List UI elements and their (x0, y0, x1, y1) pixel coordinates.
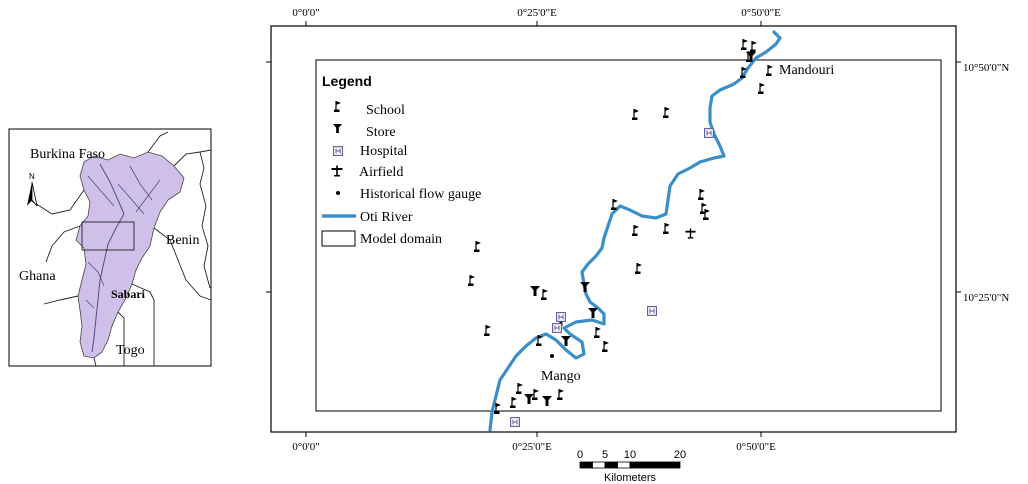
top-tick-label: 0°0'0" (292, 7, 319, 19)
legend: Legend School Store Hospital Airfield Hi… (321, 73, 481, 247)
north-arrow-label: N (29, 172, 35, 181)
hospital-icon (510, 417, 520, 427)
legend-label-hospital: Hospital (360, 144, 408, 159)
inset-border-line (43, 295, 79, 305)
inset-basin (75, 151, 185, 359)
inset-border-line (153, 227, 212, 301)
inset-border-line (117, 311, 125, 366)
scale-tick-label: 0 (577, 449, 583, 461)
legend-label-river: Oti River (360, 210, 413, 225)
scale-tick-label: 5 (602, 449, 608, 461)
legend-label-school: School (366, 103, 405, 118)
scale-tick-label: 10 (624, 449, 636, 461)
legend-domain-swatch (321, 230, 356, 247)
right-tick-label: 10°50'0"N (963, 62, 1009, 74)
legend-label-store: Store (366, 125, 396, 140)
inset-border-line (29, 189, 85, 215)
inset-label-benin: Benin (166, 233, 199, 248)
legend-label-gauge: Historical flow gauge (360, 187, 481, 202)
scale-bar: 0 5 10 20 Kilometers (577, 449, 686, 484)
bottom-tick-label: 0°25'0"E (512, 441, 552, 453)
top-tick-label: 0°25'0"E (517, 7, 557, 19)
main-map: 0°0'0" 0°25'0"E 0°50'0"E 0°0'0" 0°25'0"E… (266, 7, 1009, 453)
inset-border-line (93, 357, 97, 367)
inset-stream (87, 175, 115, 207)
inset-stream (85, 299, 95, 309)
inset-border-line (147, 131, 169, 153)
hospital-icon (647, 306, 657, 316)
inset-stream (129, 165, 153, 201)
graticule-ticks (266, 21, 961, 437)
scale-segment (592, 461, 606, 469)
legend-label-airfield: Airfield (359, 165, 403, 180)
model-domain-box (315, 59, 942, 412)
place-label-mandouri: Mandouri (779, 63, 834, 78)
inset-border-line (199, 151, 211, 289)
right-tick-label: 10°25'0"N (963, 292, 1009, 304)
scale-segment (629, 461, 681, 469)
north-arrow-icon: N (27, 172, 38, 207)
hospital-icon (552, 323, 562, 333)
scale-tick-label: 20 (674, 449, 686, 461)
legend-title: Legend (322, 73, 372, 89)
bottom-tick-label: 0°0'0" (292, 441, 319, 453)
oti-river (488, 30, 782, 432)
scale-segment (617, 461, 631, 469)
hospital-icon (556, 312, 566, 322)
bottom-tick-label: 0°50'0"E (736, 441, 776, 453)
top-tick-label: 0°50'0"E (741, 7, 781, 19)
inset-map: Burkina Faso Benin Ghana Togo Sabari N (8, 128, 212, 367)
scale-segment (604, 461, 618, 469)
inset-stream (91, 163, 125, 353)
inset-stream (117, 183, 145, 215)
inset-stream (87, 261, 105, 287)
hospital-icon (704, 128, 714, 138)
legend-label-domain: Model domain (360, 232, 442, 247)
inset-domain-box (81, 221, 135, 251)
inset-border-line (45, 225, 81, 263)
place-label-mango: Mango (541, 369, 581, 384)
scale-unit-label: Kilometers (604, 472, 656, 484)
inset-label-sabari: Sabari (111, 287, 146, 301)
inset-label-togo: Togo (116, 343, 145, 358)
scale-segment (579, 461, 593, 469)
flow-gauge-marker (550, 354, 554, 358)
inset-label-ghana: Ghana (19, 269, 56, 284)
inset-label-burkina-faso: Burkina Faso (30, 147, 105, 162)
inset-border-line (173, 149, 212, 167)
inset-stream (135, 179, 161, 213)
legend-hospital-icon (333, 146, 343, 156)
inset-border-line (131, 283, 155, 366)
legend-gauge-icon (336, 191, 340, 195)
main-map-frame (270, 25, 957, 433)
